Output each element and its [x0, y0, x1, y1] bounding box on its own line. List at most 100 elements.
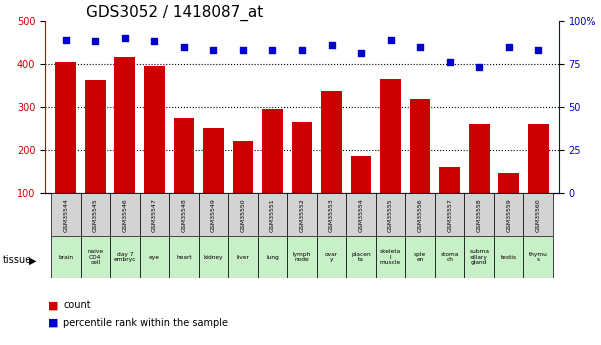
Text: ■: ■ [48, 300, 58, 310]
Text: GSM35555: GSM35555 [388, 198, 393, 231]
Text: skeleta
l
muscle: skeleta l muscle [380, 249, 401, 265]
Point [267, 47, 277, 53]
Text: GDS3052 / 1418087_at: GDS3052 / 1418087_at [86, 4, 263, 21]
Text: GSM35547: GSM35547 [152, 198, 157, 232]
Text: naive
CD4
cell: naive CD4 cell [87, 249, 103, 265]
FancyBboxPatch shape [523, 193, 553, 236]
Point [238, 47, 248, 53]
Bar [114, 57, 135, 236]
Text: ▶: ▶ [29, 256, 37, 265]
Text: GSM35551: GSM35551 [270, 198, 275, 231]
Point [474, 65, 484, 70]
Point [445, 59, 454, 65]
Text: lymph
node: lymph node [293, 252, 311, 263]
FancyBboxPatch shape [494, 193, 523, 236]
FancyBboxPatch shape [169, 236, 199, 278]
FancyBboxPatch shape [199, 236, 228, 278]
Text: ovar
y: ovar y [325, 252, 338, 263]
Text: tissue: tissue [3, 256, 32, 265]
Point [534, 47, 543, 53]
Point [120, 35, 130, 41]
Text: ■: ■ [48, 318, 58, 327]
FancyBboxPatch shape [346, 193, 376, 236]
FancyBboxPatch shape [228, 193, 258, 236]
FancyBboxPatch shape [465, 236, 494, 278]
Point [297, 47, 307, 53]
Text: GSM35553: GSM35553 [329, 198, 334, 231]
Bar [439, 167, 460, 236]
FancyBboxPatch shape [81, 193, 110, 236]
Text: lung: lung [266, 255, 279, 259]
Text: GSM35556: GSM35556 [418, 198, 423, 231]
FancyBboxPatch shape [346, 236, 376, 278]
Point [209, 47, 218, 53]
FancyBboxPatch shape [139, 193, 169, 236]
FancyBboxPatch shape [376, 236, 405, 278]
FancyBboxPatch shape [494, 236, 523, 278]
Text: day 7
embryc: day 7 embryc [114, 252, 136, 263]
Point [179, 44, 189, 49]
Text: GSM35552: GSM35552 [299, 198, 305, 231]
Point [415, 44, 425, 49]
Text: GSM35550: GSM35550 [240, 198, 245, 231]
Text: GSM35554: GSM35554 [359, 198, 364, 231]
FancyBboxPatch shape [376, 193, 405, 236]
Point [356, 51, 366, 56]
FancyBboxPatch shape [523, 236, 553, 278]
Bar [144, 66, 165, 236]
Text: brain: brain [58, 255, 73, 259]
Bar [410, 99, 430, 236]
FancyBboxPatch shape [51, 193, 81, 236]
Text: GSM35544: GSM35544 [63, 198, 69, 232]
Point [61, 37, 70, 42]
Text: GSM35560: GSM35560 [535, 198, 541, 231]
Point [327, 42, 337, 48]
FancyBboxPatch shape [287, 193, 317, 236]
Text: percentile rank within the sample: percentile rank within the sample [63, 318, 228, 327]
Bar [351, 156, 371, 236]
Point [91, 39, 100, 44]
FancyBboxPatch shape [169, 193, 199, 236]
Bar [498, 172, 519, 236]
Point [150, 39, 159, 44]
Bar [233, 141, 253, 236]
Bar [380, 79, 401, 236]
Point [504, 44, 513, 49]
Text: sple
en: sple en [414, 252, 426, 263]
Text: GSM35559: GSM35559 [506, 198, 511, 231]
Text: testis: testis [501, 255, 517, 259]
FancyBboxPatch shape [405, 193, 435, 236]
Text: stoma
ch: stoma ch [441, 252, 459, 263]
Text: thymu
s: thymu s [529, 252, 548, 263]
Text: heart: heart [176, 255, 192, 259]
FancyBboxPatch shape [317, 236, 346, 278]
FancyBboxPatch shape [465, 193, 494, 236]
Text: GSM35548: GSM35548 [182, 198, 186, 231]
FancyBboxPatch shape [435, 236, 465, 278]
Text: GSM35549: GSM35549 [211, 198, 216, 232]
Text: placen
ta: placen ta [351, 252, 371, 263]
FancyBboxPatch shape [110, 236, 139, 278]
FancyBboxPatch shape [435, 193, 465, 236]
Text: liver: liver [237, 255, 249, 259]
Bar [528, 124, 549, 236]
FancyBboxPatch shape [110, 193, 139, 236]
Text: GSM35546: GSM35546 [123, 198, 127, 231]
Bar [55, 62, 76, 236]
FancyBboxPatch shape [81, 236, 110, 278]
FancyBboxPatch shape [139, 236, 169, 278]
FancyBboxPatch shape [51, 236, 81, 278]
Text: GSM35557: GSM35557 [447, 198, 452, 231]
Text: eye: eye [149, 255, 160, 259]
Text: GSM35545: GSM35545 [93, 198, 98, 231]
Bar [174, 118, 194, 236]
FancyBboxPatch shape [199, 193, 228, 236]
FancyBboxPatch shape [317, 193, 346, 236]
Bar [291, 122, 313, 236]
Text: GSM35558: GSM35558 [477, 198, 481, 231]
Bar [321, 91, 342, 236]
Text: subma
xillary
gland: subma xillary gland [469, 249, 489, 265]
Bar [469, 124, 490, 236]
Bar [85, 80, 106, 236]
Text: count: count [63, 300, 91, 310]
